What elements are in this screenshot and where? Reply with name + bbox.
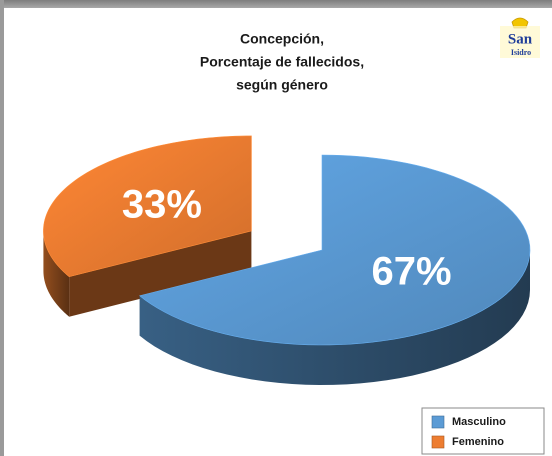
frame-top bbox=[0, 0, 552, 8]
logo-text: San bbox=[508, 31, 533, 47]
slice-side bbox=[139, 250, 530, 385]
data-label: 33% bbox=[122, 182, 202, 226]
chart-title: según género bbox=[236, 77, 328, 93]
logo: San Isidro bbox=[500, 17, 540, 58]
pie-slice bbox=[43, 135, 252, 317]
chart-title: Porcentaje de fallecidos, bbox=[200, 54, 364, 70]
slice-top bbox=[139, 154, 531, 346]
chart-title: Concepción, bbox=[240, 31, 324, 47]
logo-text: Isidro bbox=[511, 48, 531, 57]
logo-back bbox=[500, 26, 540, 58]
legend-label: Masculino bbox=[452, 416, 506, 428]
pie-slice bbox=[139, 154, 531, 385]
slice-edge bbox=[69, 230, 252, 317]
slice-side bbox=[43, 230, 70, 317]
legend-swatch bbox=[431, 415, 445, 429]
slice-top bbox=[43, 135, 252, 278]
legend-swatch bbox=[431, 435, 445, 449]
legend-label: Femenino bbox=[452, 436, 504, 448]
frame-left bbox=[0, 0, 4, 456]
data-label: 67% bbox=[371, 250, 451, 294]
